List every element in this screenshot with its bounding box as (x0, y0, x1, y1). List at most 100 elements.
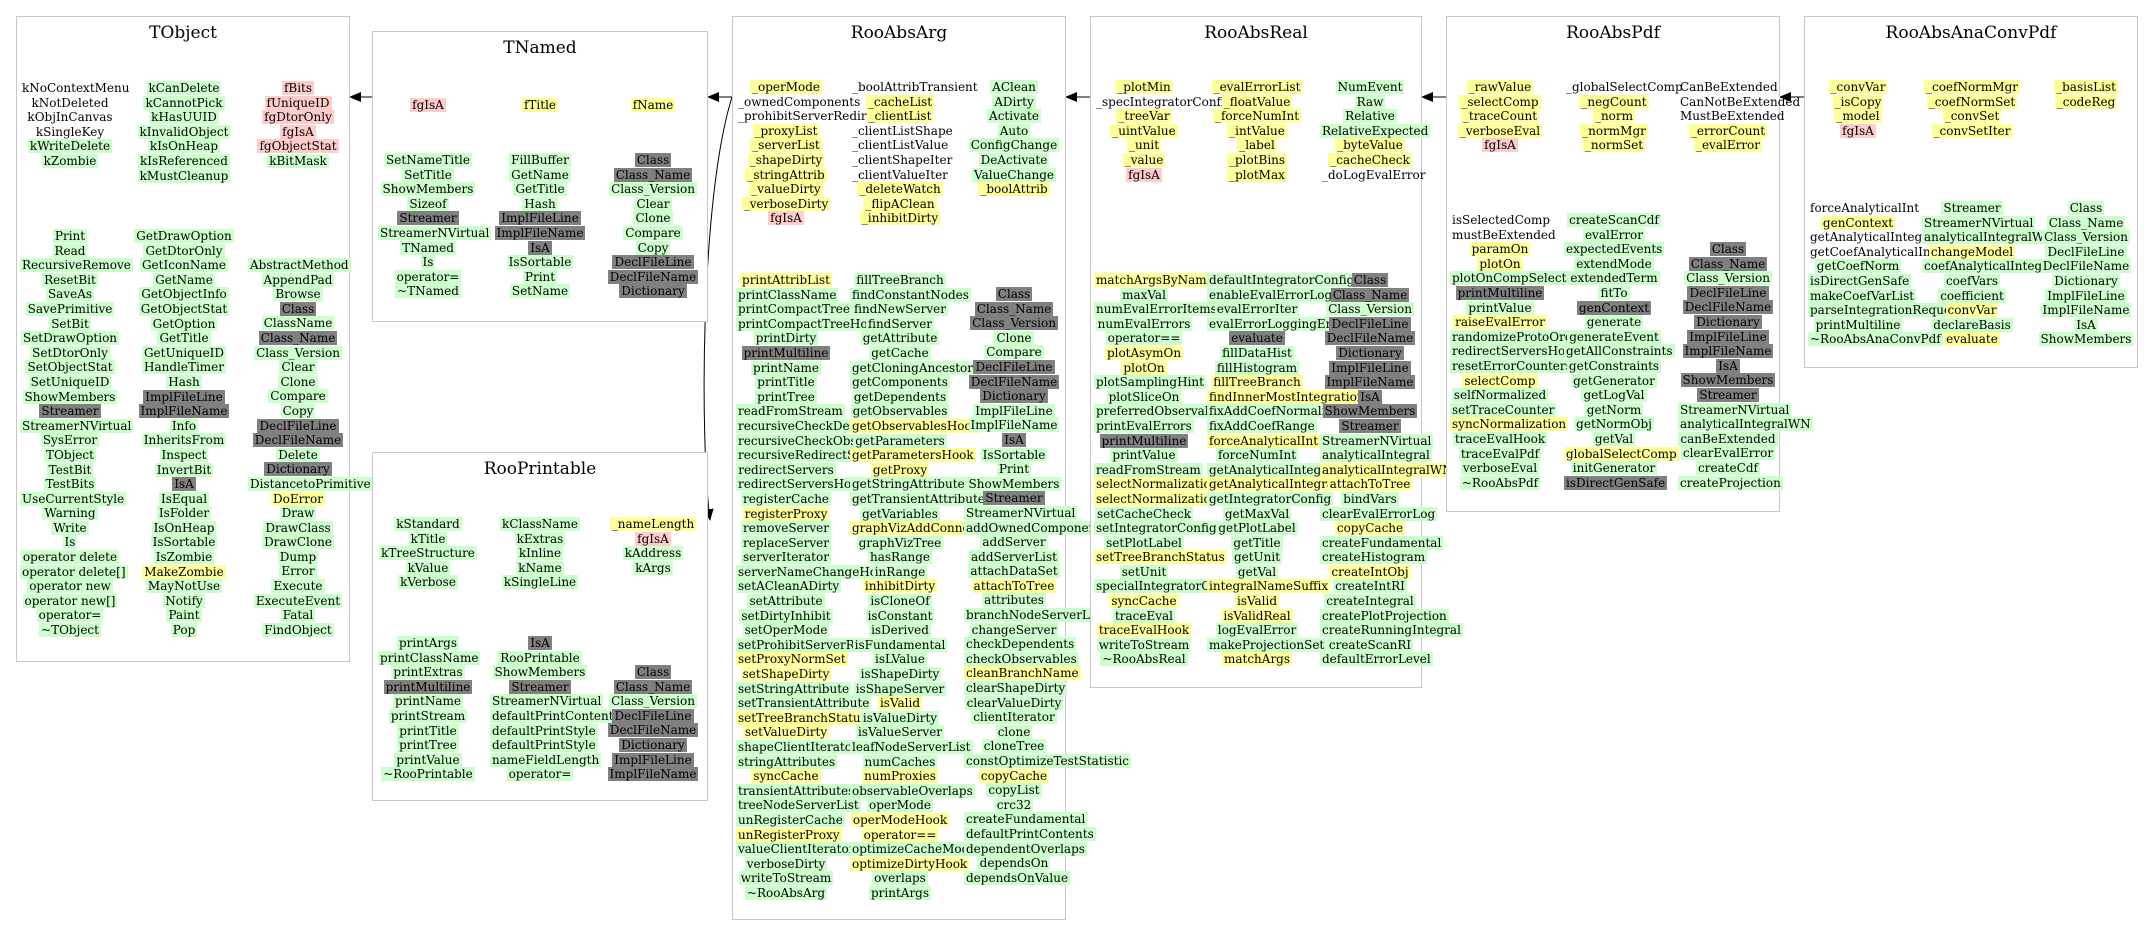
class-member: operator== (1094, 331, 1194, 346)
class-member-label: NumEvent (1335, 80, 1405, 94)
class-member: setIntegratorConfig (1094, 521, 1219, 536)
class-member: Clear (248, 360, 348, 375)
class-member-label: copyCache (978, 768, 1050, 783)
class-member: CanBeExtended (1678, 80, 1778, 95)
class-member-label: fgIsA (280, 124, 316, 139)
class-member: forceNumInt (1207, 448, 1307, 463)
class-member-label: Dictionary (2052, 273, 2120, 288)
class-member-label: ~RooAbsAnaConvPdf (1808, 332, 1943, 347)
class-member-label: printMultiline (741, 345, 831, 360)
class-member-label: GetDtorOnly (143, 243, 225, 258)
class-member-label: Class_Version (254, 345, 342, 360)
class-member: getUnit (1207, 550, 1307, 565)
class-member-label: clearValueDirty (964, 695, 1064, 710)
class-member: printArgs (850, 885, 950, 901)
class-member-label: dependsOn (977, 856, 1051, 871)
member-group: printAttribList printClassName printCompac… (736, 273, 911, 901)
class-member: operator delete (20, 550, 120, 565)
class-member-label: extendMode (1574, 256, 1654, 271)
class-member-label: IsA (1716, 358, 1740, 373)
class-member: Streamer (1922, 201, 2022, 216)
class-member-label: attachDataSet (968, 564, 1060, 579)
class-member: StreamerNVirtual (1922, 215, 2036, 231)
class-member-label: MustBeExtended (1680, 109, 1785, 124)
class-member: _convVar (1808, 80, 1908, 95)
class-member: defaultIntegratorConfig (1207, 273, 1357, 288)
class-member-label: Class (1351, 273, 1389, 287)
class-member: _stringAttrib (736, 167, 836, 183)
class-member-label: _basisList (2054, 80, 2118, 94)
class-member-label: registerCache (740, 491, 832, 506)
class-member: Fatal (248, 608, 348, 623)
class-member: DistancetoPrimitive (248, 476, 373, 492)
class-member: integralNameSuffix (1207, 579, 1331, 594)
class-member: kExtras (490, 531, 590, 547)
class-member: readFromStream (736, 404, 845, 419)
class-member: ~RooAbsPdf (1450, 475, 1550, 491)
class-member-label: _isCopy (1832, 94, 1884, 109)
class-member: treeNodeServerList (736, 798, 861, 813)
class-member-label: Class_Name (2046, 215, 2126, 230)
class-member-label: declareBasis (1931, 317, 2013, 332)
class-member: getTransientAttribute (850, 491, 987, 507)
class-member-label: makeCoefVarList (1808, 288, 1917, 303)
class-member-label: isSelectedComp (1452, 213, 1551, 227)
class-member-label: StreamerNVirtual (1678, 402, 1792, 417)
class-member: Class_Version (603, 182, 703, 197)
class-member: _codeReg (2036, 94, 2136, 110)
class-member: shapeClientIterator (736, 740, 860, 755)
class-member: DeclFileLine (1678, 285, 1778, 301)
class-member: ImplFileLine (603, 752, 703, 768)
class-member: fgObjectStat (248, 139, 348, 154)
class-member: fgIsA (603, 531, 703, 547)
class-member-label: defaultPrintStyle (490, 723, 598, 738)
class-member: DeclFileName (603, 723, 703, 738)
class-member-label: DeclFileLine (612, 255, 694, 270)
class-member-label: getConstraints (1566, 358, 1662, 373)
class-member-label: traceEvalPdf (1458, 446, 1542, 461)
class-member-label: printTitle (755, 375, 817, 390)
class-member: ValueChange (964, 167, 1064, 183)
class-member: makeCoefVarList (1808, 288, 1917, 304)
class-member: printEvalErrors (1094, 418, 1194, 434)
class-member: forceAnalyticalInt (1207, 433, 1321, 449)
class-member-label: getCache (869, 345, 931, 360)
class-member: _forceNumInt (1207, 109, 1307, 124)
class-member: fgIsA (378, 98, 478, 113)
class-member-label: evalErrorLoggingEnabled (1207, 316, 1369, 331)
class-member: hasRange (850, 550, 950, 565)
class-member: Dump (248, 549, 348, 565)
class-member: fgIsA (248, 124, 348, 140)
class-member-label: crc32 (994, 797, 1034, 812)
class-member: TestBits (20, 477, 120, 492)
class-member: createIntegral (1320, 594, 1420, 609)
class-member: kArgs (603, 560, 703, 576)
class-member-label: setValueDirty (742, 725, 830, 740)
member-group: fillTreeBranch findConstantNodes findNewSe… (850, 273, 1009, 901)
class-member-label: GetOption (150, 316, 218, 331)
class-member: DeclFileLine (1320, 316, 1420, 332)
member-group: _basisList _codeReg (2036, 80, 2136, 109)
class-member-label: _forceNumInt (1212, 109, 1302, 124)
class-member-label: kIsOnHeap (147, 139, 221, 154)
class-member-label: fgIsA (1482, 138, 1518, 153)
class-member-label: _verboseDirty (741, 196, 831, 211)
class-member: getAttribute (850, 331, 950, 346)
class-member: recursiveCheckObservables (736, 433, 911, 449)
class-member-label: getAllConstraints (1564, 344, 1675, 359)
class-member-label: checkObservables (964, 651, 1079, 666)
class-member-label: changeModel (1928, 244, 2016, 259)
class-member: clientIterator (964, 710, 1064, 725)
member-group: Class Class_Name Class_Version Clear Clone Co… (603, 153, 703, 299)
class-member-label: initGenerator (1570, 461, 1658, 476)
class-member-label: _clientListShape (852, 123, 953, 138)
class-member: numEvalErrorItems (1094, 302, 1219, 317)
class-member-label: printStream (388, 708, 468, 723)
class-member: GetDrawOption (134, 229, 234, 244)
class-member: _intValue (1207, 123, 1307, 139)
class-member: setProxyNormSet (736, 652, 848, 667)
class-member: traceEval (1094, 608, 1194, 624)
class-member-label: treeNodeServerList (736, 798, 861, 813)
class-member: SetTitle (378, 167, 478, 183)
class-member-label: SetObjectStat (25, 360, 115, 375)
